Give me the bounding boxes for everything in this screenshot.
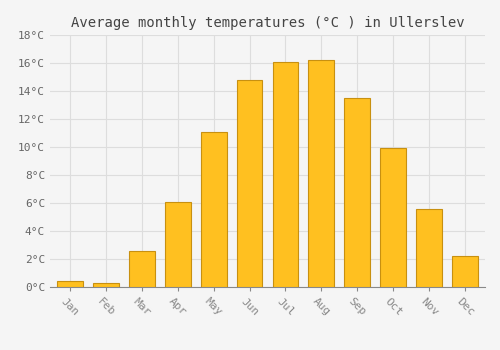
Bar [236, 80, 262, 287]
Bar [452, 256, 478, 287]
Bar [200, 132, 226, 287]
Bar [57, 281, 82, 287]
Bar [344, 98, 370, 287]
Bar [380, 148, 406, 287]
Title: Average monthly temperatures (°C ) in Ullerslev: Average monthly temperatures (°C ) in Ul… [70, 16, 464, 30]
Bar [308, 60, 334, 287]
Bar [164, 202, 190, 287]
Bar [416, 209, 442, 287]
Bar [272, 62, 298, 287]
Bar [128, 251, 154, 287]
Bar [93, 283, 118, 287]
